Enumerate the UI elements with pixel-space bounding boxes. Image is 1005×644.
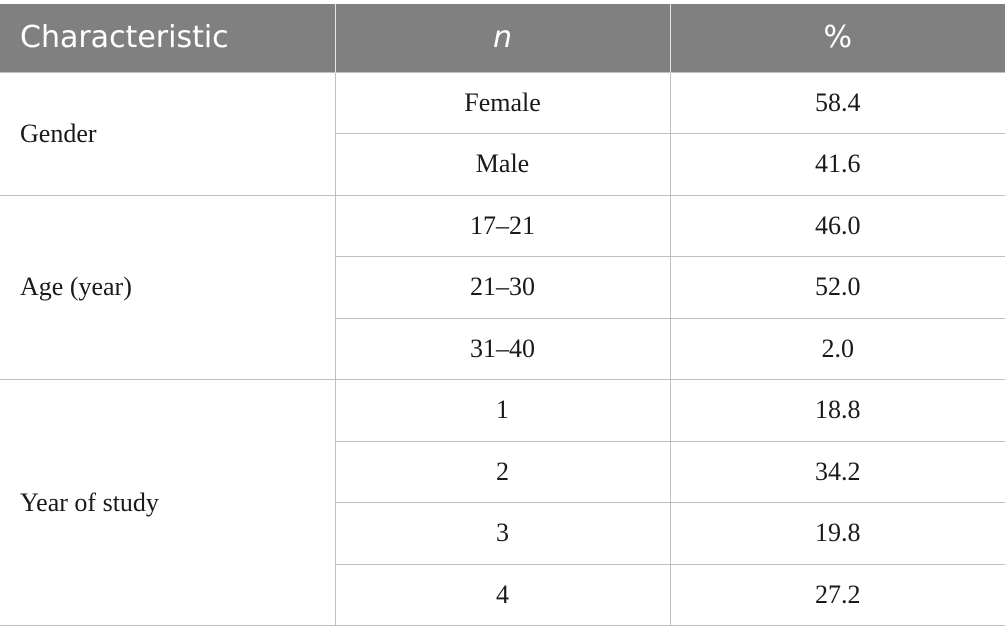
category-cell: Female (334, 71, 671, 134)
percent-cell: 2.0 (669, 317, 1005, 380)
percent-cell: 41.6 (669, 133, 1005, 196)
header-row: Characteristic n % (0, 4, 1005, 72)
group-label-year-of-study: Year of study (0, 379, 336, 626)
category-cell: 21–30 (334, 256, 671, 319)
table-row: 21–30 52.0 (0, 256, 1005, 319)
category-cell: Male (334, 133, 671, 196)
header-percent: % (669, 4, 1005, 72)
header-n: n (334, 4, 670, 72)
category-cell: 1 (334, 379, 671, 442)
percent-cell: 19.8 (669, 502, 1005, 565)
category-cell: 17–21 (334, 194, 671, 257)
table-row: 4 27.2 (0, 563, 1005, 626)
table-row: Year of study 1 18.8 (0, 379, 1005, 626)
group-label-age: Age (year) (0, 194, 336, 380)
table-body: Gender Female 58.4 Male 41.6 Age (year) … (0, 71, 1005, 626)
percent-cell: 27.2 (669, 563, 1005, 626)
category-cell: 3 (334, 502, 671, 565)
percent-cell: 58.4 (669, 71, 1005, 134)
table-row: 2 34.2 (0, 440, 1005, 503)
table-row: 3 19.8 (0, 502, 1005, 565)
table-row: 31–40 2.0 (0, 317, 1005, 380)
category-cell: 2 (334, 440, 671, 503)
percent-cell: 18.8 (669, 379, 1005, 442)
percent-cell: 52.0 (669, 256, 1005, 319)
category-cell: 31–40 (334, 317, 671, 380)
table-row: Gender Female 58.4 (0, 71, 1005, 196)
percent-cell: 34.2 (669, 440, 1005, 503)
header-characteristic: Characteristic (0, 4, 335, 72)
table-row: Age (year) 17–21 46.0 (0, 194, 1005, 380)
percent-cell: 46.0 (669, 194, 1005, 257)
table-header: Characteristic n % (0, 4, 1005, 72)
category-cell: 4 (334, 563, 671, 626)
table-row: Male 41.6 (0, 133, 1005, 196)
group-label-gender: Gender (0, 71, 336, 196)
characteristics-table: Characteristic n % Gender Female 58.4 Ma… (0, 4, 1005, 626)
